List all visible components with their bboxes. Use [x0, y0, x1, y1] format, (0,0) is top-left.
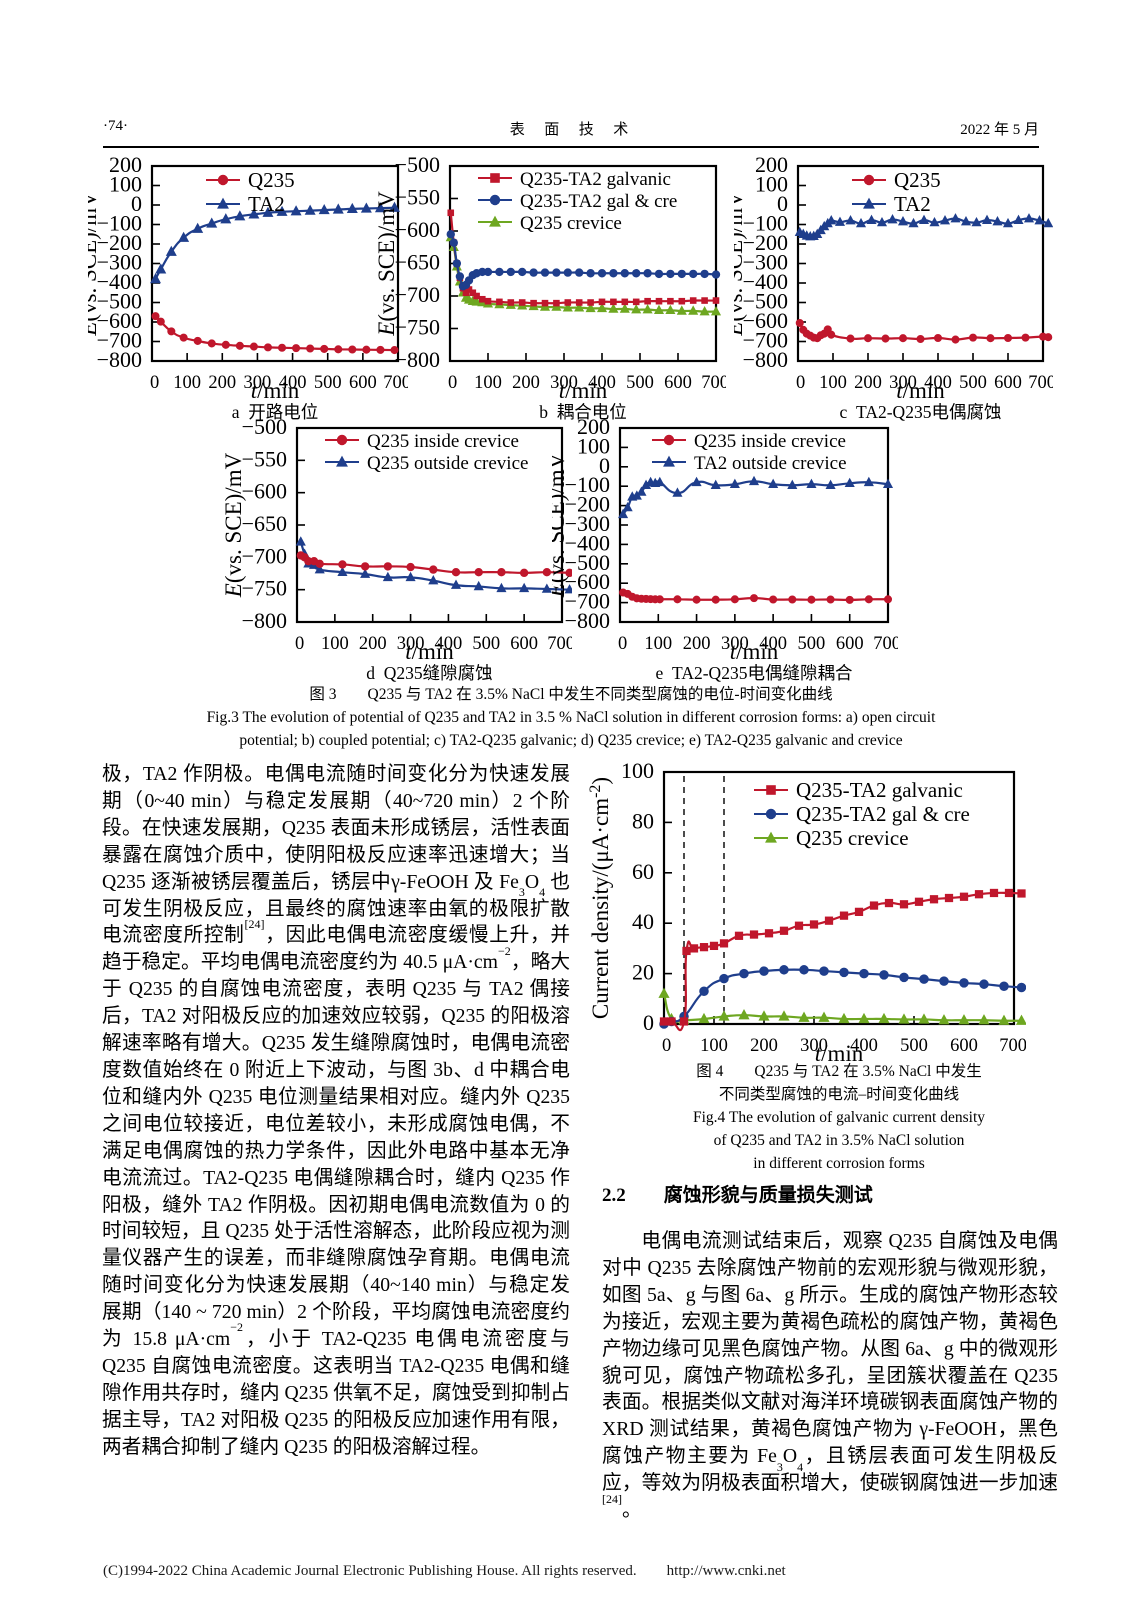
svg-text:0: 0: [618, 634, 627, 654]
svg-text:−750: −750: [395, 315, 440, 340]
svg-text:200: 200: [208, 373, 236, 393]
svg-text:600: 600: [664, 373, 692, 393]
svg-text:100: 100: [621, 760, 654, 783]
svg-text:−650: −650: [395, 250, 440, 275]
svg-text:E(vs. SCE)/mV: E(vs. SCE)/mV: [552, 452, 569, 598]
svg-text:Q235 inside crevice: Q235 inside crevice: [367, 431, 519, 452]
svg-text:Q235-TA2 gal & cre: Q235-TA2 gal & cre: [520, 191, 677, 212]
svg-text:0: 0: [448, 373, 457, 393]
svg-text:600: 600: [836, 634, 864, 654]
svg-text:Q235-TA2 galvanic: Q235-TA2 galvanic: [520, 169, 671, 190]
svg-text:TA2 outside crevice: TA2 outside crevice: [694, 453, 847, 474]
svg-text:E(vs. SCE)/mV: E(vs. SCE)/mV: [734, 191, 747, 337]
svg-text:0: 0: [150, 373, 159, 393]
svg-text:−550: −550: [242, 446, 287, 471]
svg-text:0: 0: [796, 373, 805, 393]
svg-text:600: 600: [950, 1036, 978, 1056]
svg-text:Q235: Q235: [248, 168, 295, 192]
svg-text:−800: −800: [242, 608, 287, 633]
svg-text:TA2: TA2: [894, 192, 931, 216]
svg-text:−800: −800: [395, 347, 440, 372]
svg-text:600: 600: [994, 373, 1022, 393]
svg-text:500: 500: [798, 634, 826, 654]
svg-text:−600: −600: [242, 479, 287, 504]
svg-text:100: 100: [700, 1036, 728, 1056]
svg-text:100: 100: [474, 373, 502, 393]
svg-text:−700: −700: [395, 282, 440, 307]
svg-text:500: 500: [959, 373, 987, 393]
svg-text:Q235 crevice: Q235 crevice: [796, 826, 909, 850]
svg-text:80: 80: [632, 808, 654, 833]
svg-text:0: 0: [662, 1036, 671, 1056]
svg-text:200: 200: [683, 634, 711, 654]
svg-text:Q235-TA2 gal & cre: Q235-TA2 gal & cre: [796, 802, 970, 826]
svg-text:700: 700: [701, 373, 726, 393]
svg-text:20: 20: [632, 960, 654, 985]
svg-text:−650: −650: [242, 511, 287, 536]
svg-text:500: 500: [626, 373, 654, 393]
svg-text:200: 200: [854, 373, 882, 393]
svg-text:TA2: TA2: [248, 192, 285, 216]
svg-text:Q235 inside crevice: Q235 inside crevice: [694, 431, 846, 452]
svg-text:−550: −550: [395, 185, 440, 210]
svg-text:−750: −750: [242, 576, 287, 601]
svg-text:200: 200: [755, 156, 788, 177]
svg-text:0: 0: [643, 1010, 654, 1035]
svg-text:−700: −700: [242, 543, 287, 568]
svg-text:500: 500: [900, 1036, 928, 1056]
svg-text:100: 100: [644, 634, 672, 654]
svg-text:700: 700: [1028, 373, 1053, 393]
svg-text:500: 500: [472, 634, 500, 654]
svg-text:200: 200: [359, 634, 387, 654]
svg-text:Q235 outside crevice: Q235 outside crevice: [367, 453, 528, 474]
svg-text:600: 600: [510, 634, 538, 654]
svg-text:600: 600: [349, 373, 377, 393]
svg-text:200: 200: [512, 373, 540, 393]
svg-text:E(vs. SCE)/mV: E(vs. SCE)/mV: [88, 191, 101, 337]
svg-text:Current density/(μA·cm-2): Current density/(μA·cm-2): [587, 777, 613, 1019]
svg-text:200: 200: [750, 1036, 778, 1056]
svg-text:60: 60: [632, 859, 654, 884]
svg-text:Q235 crevice: Q235 crevice: [520, 213, 622, 234]
svg-text:−500: −500: [395, 156, 440, 177]
svg-text:Q235-TA2 galvanic: Q235-TA2 galvanic: [796, 778, 963, 802]
svg-text:500: 500: [314, 373, 342, 393]
svg-text:E(vs. SCE)/mV: E(vs. SCE)/mV: [225, 452, 246, 598]
svg-text:Q235: Q235: [894, 168, 941, 192]
svg-text:40: 40: [632, 909, 654, 934]
svg-text:E(vs. SCE)/mV: E(vs. SCE)/mV: [378, 191, 399, 337]
svg-text:100: 100: [819, 373, 847, 393]
svg-text:700: 700: [873, 634, 898, 654]
svg-text:−600: −600: [395, 217, 440, 242]
svg-text:700: 700: [999, 1036, 1026, 1056]
svg-text:100: 100: [173, 373, 201, 393]
svg-text:0: 0: [295, 634, 304, 654]
svg-text:100: 100: [321, 634, 349, 654]
svg-text:200: 200: [109, 156, 142, 177]
